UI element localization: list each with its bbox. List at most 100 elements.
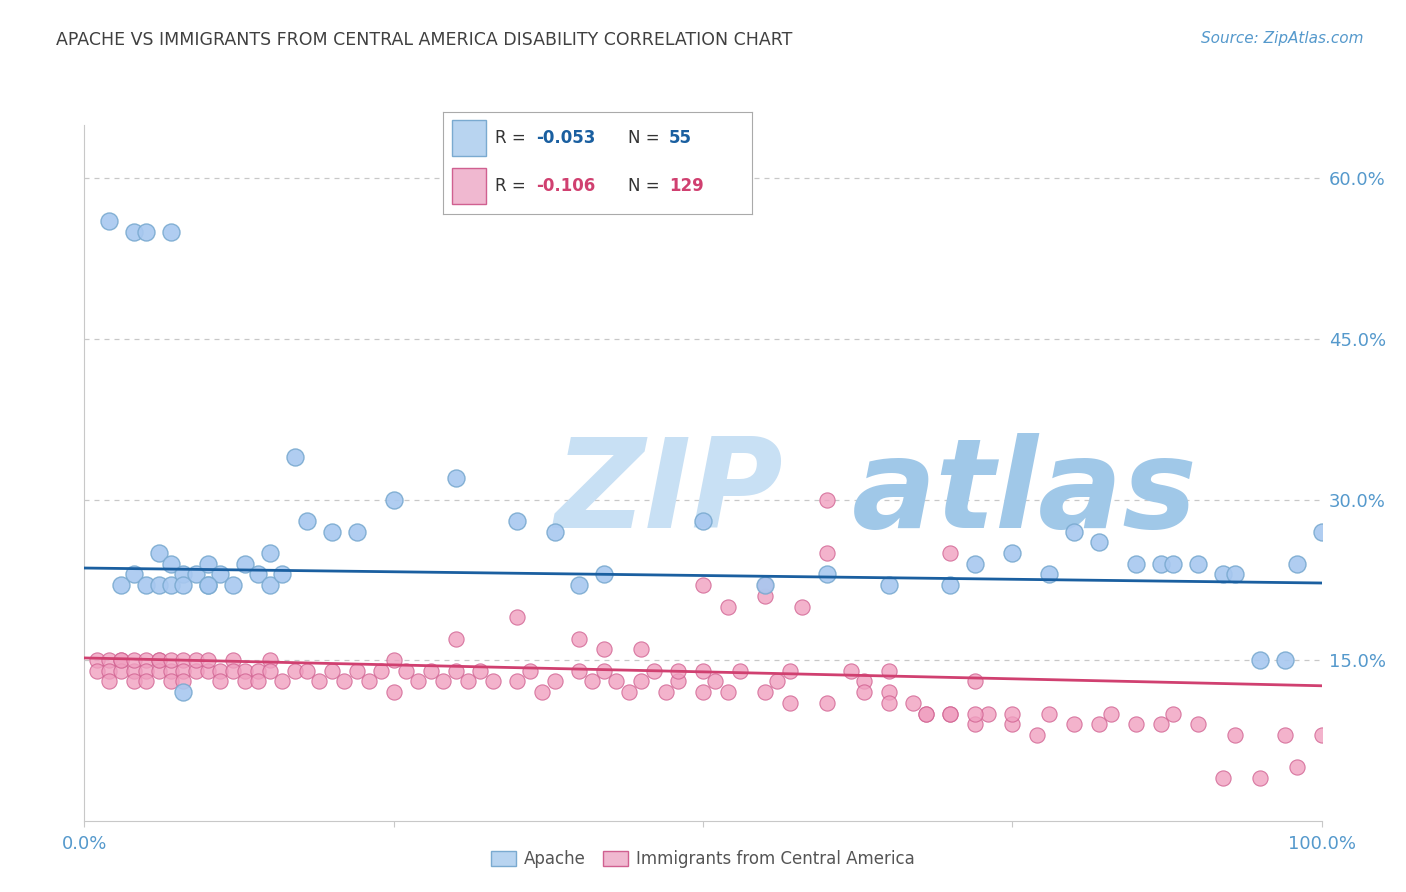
- Point: [728, 664, 751, 678]
- Point: [382, 653, 405, 667]
- Point: [197, 664, 219, 678]
- Point: [914, 706, 936, 721]
- Point: [122, 653, 145, 667]
- Point: [1150, 557, 1173, 571]
- Point: [617, 685, 640, 699]
- Point: [692, 664, 714, 678]
- Point: [965, 674, 987, 689]
- Point: [160, 578, 183, 592]
- Point: [86, 653, 108, 667]
- Point: [172, 653, 194, 667]
- Point: [419, 664, 441, 678]
- Point: [531, 685, 554, 699]
- Point: [1088, 535, 1111, 549]
- Point: [779, 664, 801, 678]
- Point: [593, 567, 616, 582]
- Point: [1212, 567, 1234, 582]
- Point: [122, 674, 145, 689]
- Point: [1212, 771, 1234, 785]
- Point: [259, 653, 281, 667]
- Text: ZIP: ZIP: [554, 434, 783, 554]
- Point: [581, 674, 603, 689]
- Bar: [453, 168, 486, 204]
- Point: [122, 664, 145, 678]
- Point: [321, 524, 343, 539]
- Point: [1001, 706, 1024, 721]
- Point: [519, 664, 541, 678]
- Point: [233, 674, 256, 689]
- Point: [1001, 546, 1024, 560]
- Point: [852, 674, 875, 689]
- Point: [271, 674, 294, 689]
- Point: [692, 514, 714, 528]
- Point: [939, 578, 962, 592]
- Point: [259, 664, 281, 678]
- Point: [432, 674, 454, 689]
- Point: [965, 717, 987, 731]
- Point: [666, 674, 689, 689]
- Point: [98, 653, 121, 667]
- Point: [222, 664, 245, 678]
- Point: [135, 578, 157, 592]
- Point: [754, 578, 776, 592]
- Point: [1310, 524, 1333, 539]
- Point: [1038, 706, 1060, 721]
- Point: [457, 674, 479, 689]
- Point: [568, 578, 591, 592]
- Point: [965, 557, 987, 571]
- Point: [222, 578, 245, 592]
- Point: [444, 471, 467, 485]
- Point: [321, 664, 343, 678]
- Point: [308, 674, 330, 689]
- Point: [295, 514, 318, 528]
- Text: N =: N =: [628, 177, 665, 194]
- Point: [184, 653, 207, 667]
- Point: [877, 696, 900, 710]
- Point: [98, 214, 121, 228]
- Point: [197, 653, 219, 667]
- Text: 129: 129: [669, 177, 703, 194]
- Point: [160, 653, 183, 667]
- Point: [160, 225, 183, 239]
- Point: [692, 685, 714, 699]
- Point: [1038, 567, 1060, 582]
- Point: [122, 225, 145, 239]
- Point: [148, 653, 170, 667]
- Point: [643, 664, 665, 678]
- Point: [1274, 653, 1296, 667]
- Point: [630, 642, 652, 657]
- Point: [877, 664, 900, 678]
- Point: [1161, 557, 1184, 571]
- Point: [754, 589, 776, 603]
- Text: 55: 55: [669, 128, 692, 146]
- Point: [357, 674, 380, 689]
- Point: [605, 674, 627, 689]
- Point: [233, 557, 256, 571]
- Point: [110, 578, 132, 592]
- Point: [1063, 524, 1085, 539]
- Point: [593, 664, 616, 678]
- Point: [122, 567, 145, 582]
- Point: [717, 599, 740, 614]
- Text: -0.053: -0.053: [536, 128, 595, 146]
- Point: [717, 685, 740, 699]
- Point: [1285, 760, 1308, 774]
- Point: [160, 674, 183, 689]
- Text: N =: N =: [628, 128, 665, 146]
- Point: [543, 524, 565, 539]
- Point: [568, 632, 591, 646]
- Point: [135, 225, 157, 239]
- Point: [655, 685, 678, 699]
- Point: [939, 706, 962, 721]
- Point: [160, 664, 183, 678]
- Point: [284, 664, 307, 678]
- Point: [148, 578, 170, 592]
- Text: R =: R =: [495, 128, 531, 146]
- Point: [914, 706, 936, 721]
- Point: [1161, 706, 1184, 721]
- Point: [790, 599, 813, 614]
- Point: [903, 696, 925, 710]
- Point: [630, 674, 652, 689]
- Point: [877, 685, 900, 699]
- Point: [593, 642, 616, 657]
